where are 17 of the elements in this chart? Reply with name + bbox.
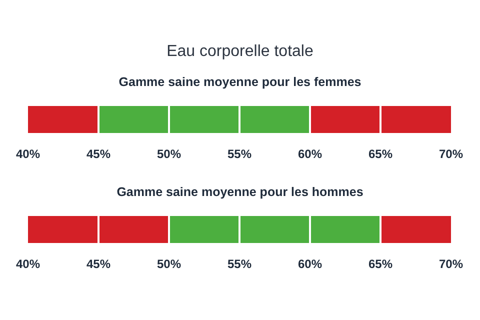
x-tick-label: 50% — [156, 257, 182, 271]
chart-subtitle: Gamme saine moyenne pour les femmes — [118, 75, 362, 89]
x-tick-label: 60% — [298, 257, 322, 271]
chart-title: Eau corporelle totale — [166, 43, 314, 60]
x-tick-label: 70% — [438, 257, 464, 271]
x-tick-label: 40% — [16, 257, 40, 271]
x-tick-label: 65% — [368, 147, 393, 161]
x-tick-label: 40% — [16, 147, 40, 161]
x-tick-label: 55% — [227, 147, 252, 161]
x-tick-label: 50% — [156, 147, 182, 161]
x-tick-label: 60% — [298, 147, 322, 161]
x-tick-label: 70% — [438, 147, 464, 161]
x-tick-label: 45% — [86, 257, 111, 271]
x-tick-label: 45% — [86, 147, 111, 161]
text: Gamme saine moyenne pour les hommes — [116, 185, 364, 199]
x-tick-label: 65% — [368, 257, 393, 271]
x-tick-label: 55% — [227, 257, 252, 271]
